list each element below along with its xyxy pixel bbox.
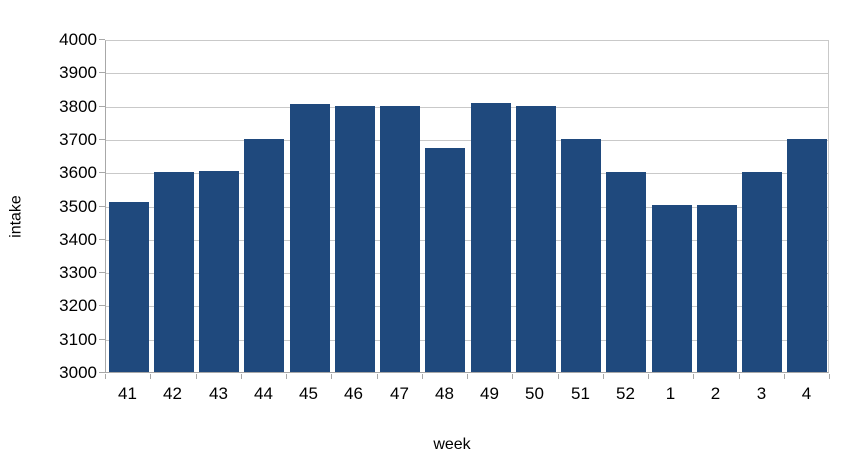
x-axis-tick-label: 4 (801, 384, 812, 403)
x-axis-tick (196, 374, 197, 379)
gridline (106, 73, 828, 74)
chart-bar-week-51 (561, 139, 601, 372)
chart-bar-week-47 (380, 106, 420, 372)
x-axis-tick (467, 374, 468, 379)
chart-bar-week-2 (697, 205, 737, 372)
x-axis-tick (693, 374, 694, 379)
x-axis-title: week (433, 436, 471, 453)
x-axis-tick-label: 43 (209, 384, 228, 403)
x-axis-tick (241, 374, 242, 379)
y-axis-tick-label: 3900 (59, 63, 97, 82)
x-axis-tick (331, 374, 332, 379)
chart-bar-week-41 (109, 202, 149, 372)
y-axis-tick-label: 3400 (59, 230, 97, 249)
y-axis-tick-label: 4000 (59, 30, 97, 49)
gridline (106, 107, 828, 108)
x-axis-tick-label: 52 (616, 384, 635, 403)
chart-bar-week-42 (154, 172, 194, 372)
x-axis-tick-label: 46 (344, 384, 363, 403)
x-axis-tick-label: 51 (571, 384, 590, 403)
chart-bar-week-45 (290, 104, 330, 372)
x-axis-tick-label: 45 (299, 384, 318, 403)
x-axis-tick (829, 374, 830, 379)
x-axis-tick-label: 50 (525, 384, 544, 403)
y-axis-tick-label: 3800 (59, 97, 97, 116)
x-axis-tick-label: 47 (390, 384, 409, 403)
y-axis-tick (99, 206, 105, 207)
gridline (106, 240, 828, 241)
gridline (106, 306, 828, 307)
y-axis-tick (99, 372, 105, 373)
y-axis-tick-label: 3600 (59, 163, 97, 182)
x-axis-tick (105, 374, 106, 379)
gridline (106, 207, 828, 208)
gridline (106, 273, 828, 274)
gridline (106, 173, 828, 174)
x-axis-tick (603, 374, 604, 379)
y-axis-tick (99, 239, 105, 240)
x-axis-tick-label: 42 (163, 384, 182, 403)
x-axis-tick-label: 2 (710, 384, 721, 403)
chart-bar-week-43 (199, 171, 239, 372)
chart-bar-week-4 (787, 139, 827, 372)
chart-bar-week-3 (742, 172, 782, 372)
chart-bar-week-48 (425, 148, 465, 372)
y-axis-tick (99, 172, 105, 173)
chart-bar-week-44 (244, 139, 284, 372)
y-axis-tick (99, 305, 105, 306)
y-axis-tick-label: 3500 (59, 197, 97, 216)
x-axis-tick (512, 374, 513, 379)
y-axis-tick (99, 106, 105, 107)
y-axis-tick-label: 3300 (59, 263, 97, 282)
x-axis-tick-label: 48 (435, 384, 454, 403)
chart-bar-week-50 (516, 106, 556, 372)
x-axis-tick (377, 374, 378, 379)
x-axis-tick (784, 374, 785, 379)
chart-bar-week-49 (471, 103, 511, 372)
y-axis-tick (99, 39, 105, 40)
x-axis-tick (558, 374, 559, 379)
plot-area (105, 40, 829, 373)
y-axis-tick (99, 339, 105, 340)
x-axis-tick (739, 374, 740, 379)
x-axis-tick-label: 44 (254, 384, 273, 403)
y-axis-tick-label: 3100 (59, 330, 97, 349)
x-axis-tick (150, 374, 151, 379)
x-axis-tick (648, 374, 649, 379)
chart-bar-week-46 (335, 106, 375, 372)
gridline (106, 140, 828, 141)
gridline (106, 340, 828, 341)
x-axis-tick-label: 3 (756, 384, 767, 403)
x-axis-tick-label: 41 (118, 384, 137, 403)
x-axis-tick (286, 374, 287, 379)
chart-bar-week-52 (606, 172, 646, 372)
y-axis-tick (99, 272, 105, 273)
y-axis-tick (99, 72, 105, 73)
y-axis-title: intake (7, 195, 25, 238)
x-axis-tick (422, 374, 423, 379)
x-axis-tick-label: 1 (665, 384, 676, 403)
y-axis-tick (99, 139, 105, 140)
chart-bar-week-1 (652, 205, 692, 372)
y-axis-tick-label: 3700 (59, 130, 97, 149)
y-axis-tick-label: 3000 (59, 363, 97, 382)
x-axis-tick-label: 49 (480, 384, 499, 403)
y-axis-tick-label: 3200 (59, 296, 97, 315)
